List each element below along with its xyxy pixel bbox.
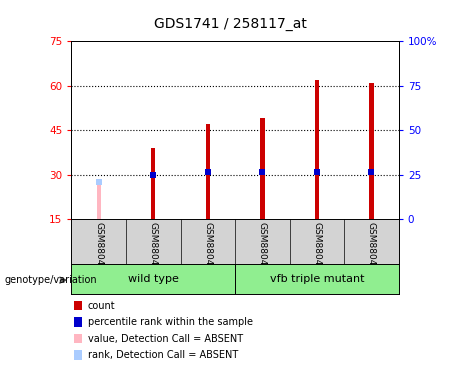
Text: GSM88041: GSM88041 xyxy=(149,222,158,271)
Text: rank, Detection Call = ABSENT: rank, Detection Call = ABSENT xyxy=(88,350,238,360)
Text: GSM88048: GSM88048 xyxy=(367,222,376,271)
Text: percentile rank within the sample: percentile rank within the sample xyxy=(88,317,253,327)
Bar xyxy=(369,83,374,219)
Bar xyxy=(260,118,265,219)
Text: GSM88040: GSM88040 xyxy=(94,222,103,271)
Bar xyxy=(315,80,319,219)
Text: GDS1741 / 258117_at: GDS1741 / 258117_at xyxy=(154,17,307,31)
Text: GSM88046: GSM88046 xyxy=(258,222,267,271)
Bar xyxy=(151,148,155,219)
Bar xyxy=(206,124,210,219)
Text: count: count xyxy=(88,301,115,310)
Text: vfb triple mutant: vfb triple mutant xyxy=(270,274,364,284)
Text: value, Detection Call = ABSENT: value, Detection Call = ABSENT xyxy=(88,334,242,344)
Text: wild type: wild type xyxy=(128,274,179,284)
Bar xyxy=(96,184,101,219)
Text: GSM88047: GSM88047 xyxy=(313,222,321,271)
Text: GSM88042: GSM88042 xyxy=(203,222,213,271)
Text: genotype/variation: genotype/variation xyxy=(5,275,97,285)
